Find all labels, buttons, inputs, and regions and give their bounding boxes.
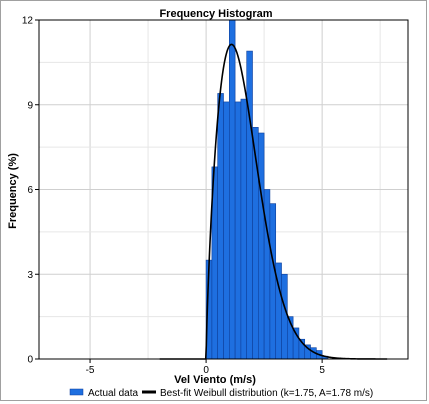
histogram-bar xyxy=(269,203,277,360)
axis-ticks: -5 0 5 0 3 6 9 12 xyxy=(22,16,325,377)
y-tick-label: 0 xyxy=(27,355,33,366)
legend-label-actual: Actual data xyxy=(88,388,138,399)
x-tick-label: 0 xyxy=(203,365,209,376)
x-tick-label: -5 xyxy=(86,365,95,376)
histogram-bar xyxy=(229,19,236,360)
y-tick-label: 9 xyxy=(27,100,33,111)
histogram-bar xyxy=(252,127,259,360)
legend-label-weibull: Best-fit Weibull distribution (k=1.75, A… xyxy=(160,388,373,399)
x-axis-label: Vel Viento (m/s) xyxy=(174,374,256,386)
legend: Actual data Best-fit Weibull distributio… xyxy=(69,388,373,399)
histogram-bar xyxy=(240,98,248,360)
y-axis-label: Frequency (%) xyxy=(7,153,19,229)
histogram-bar xyxy=(258,132,265,360)
legend-swatch-actual xyxy=(69,388,84,396)
histogram-bar xyxy=(234,101,242,360)
histogram-bar xyxy=(281,273,288,360)
histogram-bar xyxy=(217,93,224,360)
histogram-bar xyxy=(223,101,230,360)
histogram-bar xyxy=(246,50,253,360)
y-tick-label: 6 xyxy=(27,185,33,196)
y-tick-label: 12 xyxy=(22,16,34,27)
x-tick-label: 5 xyxy=(319,365,325,376)
y-tick-label: 3 xyxy=(27,270,33,281)
grid-lines xyxy=(39,20,408,359)
chart-title: Frequency Histogram xyxy=(159,8,272,20)
